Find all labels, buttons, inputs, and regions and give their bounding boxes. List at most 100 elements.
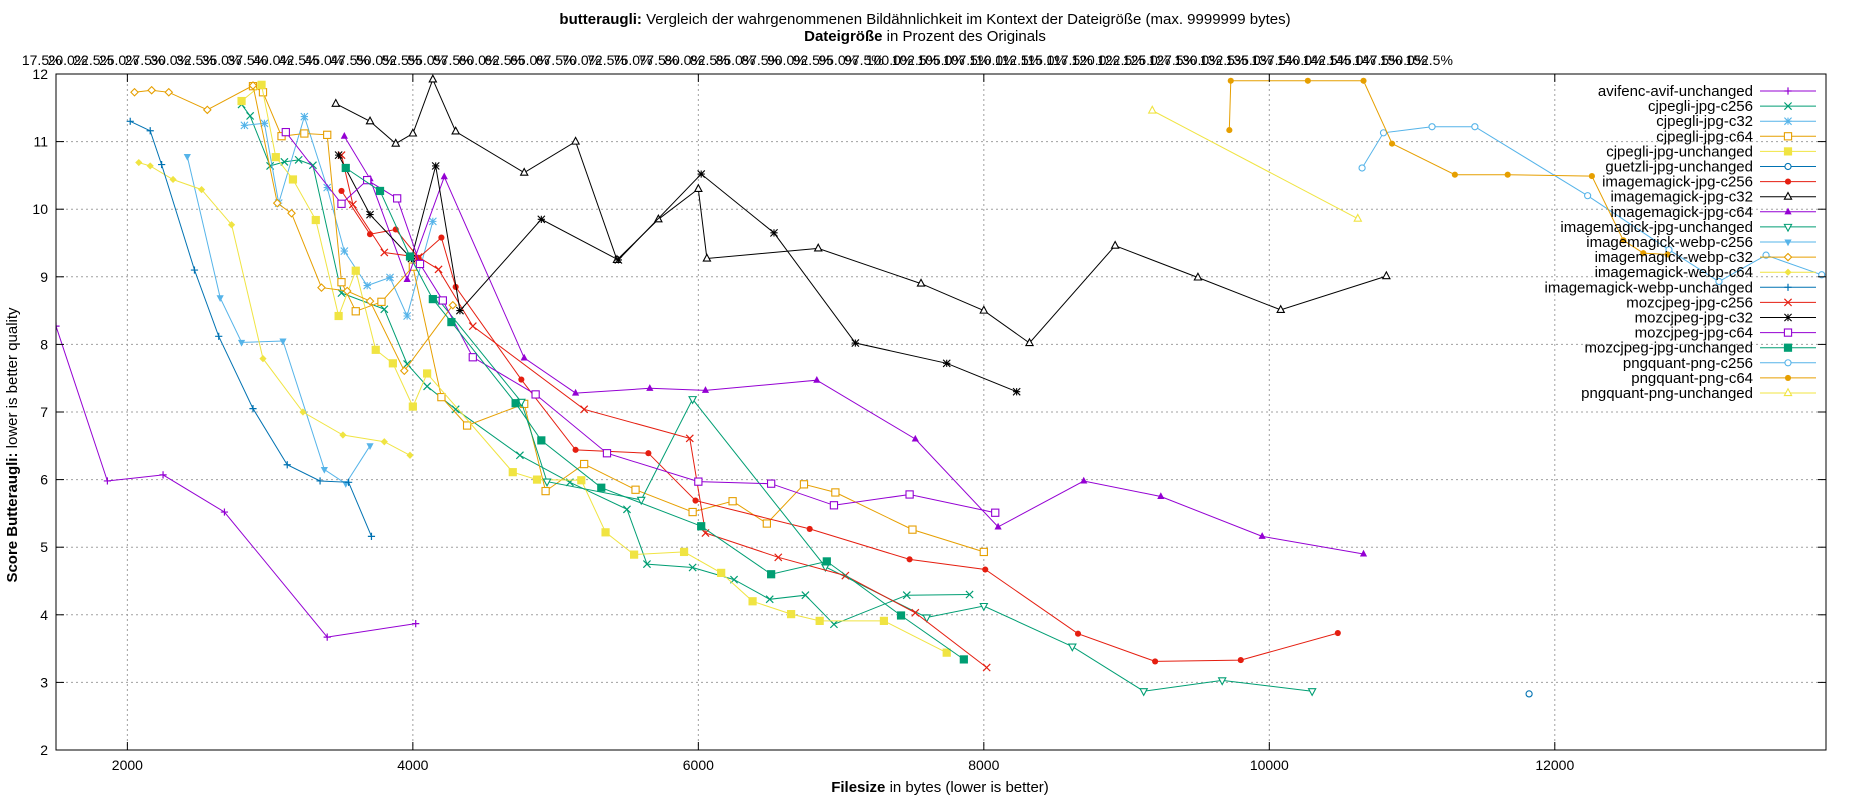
data-point [1784,359,1792,367]
x-tick-label: 6000 [683,757,714,773]
series-cjpegli-jpg-c32 [240,112,437,320]
top-tick-label: 130.0% [1174,52,1221,68]
data-point [965,590,974,599]
data-point [334,151,343,160]
data-point [799,480,809,489]
data-point [770,228,778,237]
data-point [260,119,269,128]
data-point [348,200,357,209]
top-tick-label: 135.0% [1226,52,1273,68]
data-point [366,210,375,219]
data-point [1783,223,1793,233]
data-point [1640,250,1647,257]
data-point [518,376,525,383]
data-point [508,468,517,477]
y-tick-label: 3 [40,674,48,690]
series-imagemagick-jpg-c256 [338,187,1341,665]
data-point [338,187,345,195]
data-point [375,186,385,196]
data-point [601,528,610,537]
chart-title: butteraugli: Vergleich der wahrgenommene… [559,11,1290,28]
top-tick-label: 122.5% [1097,52,1144,68]
data-point [1471,123,1479,131]
data-point [1360,77,1367,84]
data-point [438,296,447,305]
data-point [728,497,737,506]
legend-label: imagemagick-jpg-c256 [1602,174,1753,191]
data-point [1584,192,1592,200]
data-point [431,161,440,170]
data-point [1784,313,1792,322]
top-tick-label: 40.0% [253,52,293,68]
data-point [1226,127,1233,134]
data-point [1783,191,1793,200]
legend-label: imagemagick-jpg-c64 [1610,204,1753,221]
series-layer [56,74,1826,698]
legend-label: imagemagick-webp-c64 [1595,264,1753,281]
series-pngquant-png-c256 [1358,123,1826,286]
data-point [646,384,654,391]
top-tick-label: 112.5% [995,52,1041,68]
top-tick-label: 92.5% [793,52,833,68]
top-tick-label: 107.5% [943,52,990,68]
data-point [440,172,448,180]
data-point [1784,117,1792,126]
legend-label: mozcjpeg-jpg-c256 [1626,294,1753,311]
legend-label: imagemagick-webp-unchanged [1545,279,1753,296]
data-point [905,490,914,499]
data-point [1193,272,1203,281]
data-point [580,405,589,414]
series-imagemagick-webp-c32 [130,81,458,376]
data-point [388,359,397,368]
legend: avifenc-avif-unchangedcjpegli-jpg-c256cj… [1545,83,1816,402]
data-point [979,305,989,314]
data-point [1258,532,1266,539]
data-point [216,295,224,302]
top-tick-labels: 17.5%20.0%22.5%25.0%27.5%30.0%32.5%35.0%… [22,52,1453,68]
data-point [822,557,831,566]
legend-item: avifenc-avif-unchanged [1598,83,1816,100]
data-point [906,556,913,563]
top-tick-label: 45.0% [305,52,345,68]
x-tick-label: 12000 [1535,757,1574,773]
data-point [1381,270,1391,280]
data-point [414,253,423,262]
legend-item: imagemagick-jpg-c256 [1602,174,1816,191]
data-point [815,616,824,625]
data-point [415,259,425,269]
top-tick-label: 132.5% [1200,52,1247,68]
legend-label: cjpegli-jpg-c64 [1656,128,1753,145]
data-point [1353,213,1363,222]
data-point [520,353,528,361]
legend-item: imagemagick-webp-c256 [1586,234,1816,251]
data-point [511,399,520,408]
data-point [979,547,988,557]
series-avifenc-avif-unchanged [56,322,420,641]
data-point [164,87,174,97]
chart-title-bold: butteraugli: [559,11,642,28]
top-tick-label: 25.0% [99,52,139,68]
legend-label: imagemagick-webp-c32 [1595,249,1753,266]
data-point [571,136,581,145]
data-point [1783,147,1793,156]
data-point [331,98,341,107]
data-point [320,466,328,474]
data-point [342,286,352,296]
series-line [285,131,996,514]
data-point [801,591,810,600]
data-point [1304,77,1311,84]
top-tick-label: 125.0% [1123,52,1170,68]
top-tick-label: 97.5% [844,52,884,68]
data-point [1783,252,1793,262]
series-line [56,325,416,638]
data-point [942,359,951,368]
data-point [130,87,139,97]
data-point [126,117,134,125]
top-tick-label: 85.0% [716,52,756,68]
top-tick-label: 105.0% [917,52,964,68]
data-point [240,121,249,130]
legend-item: cjpegli-jpg-unchanged [1606,143,1816,160]
data-point [135,158,143,167]
